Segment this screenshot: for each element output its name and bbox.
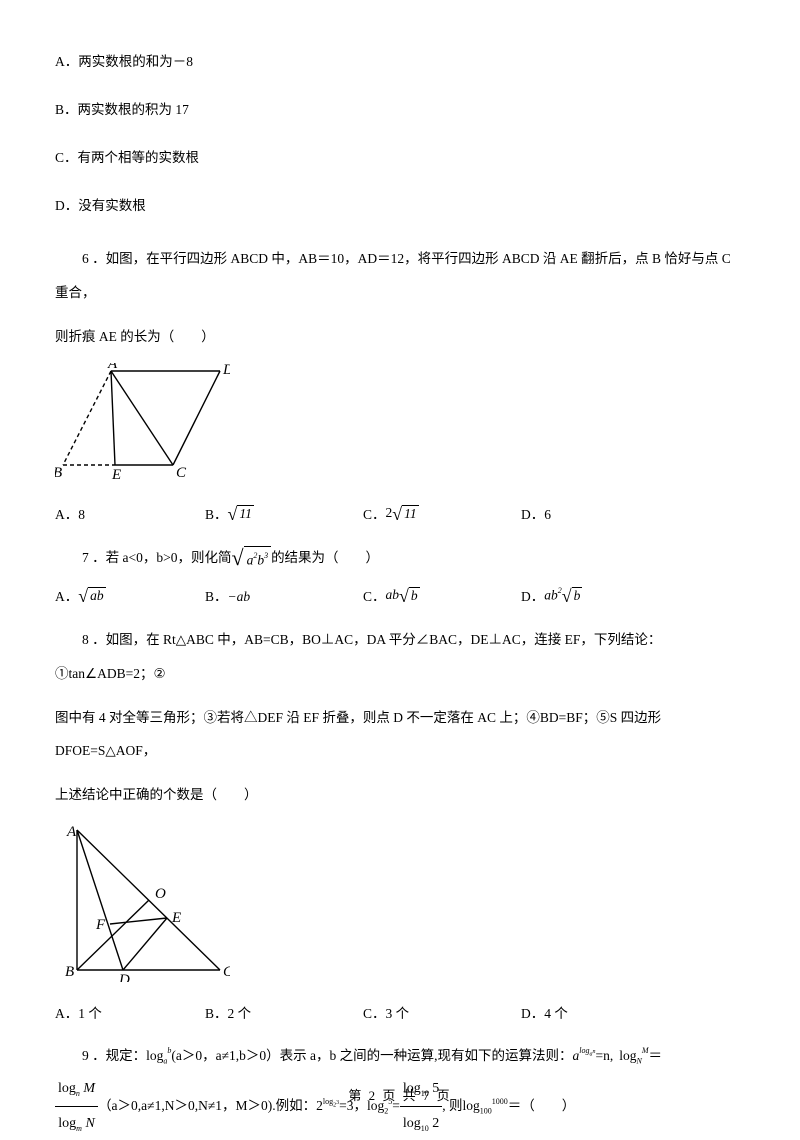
q8-opt-d: D．4 个 (521, 1002, 568, 1022)
svg-text:A: A (107, 363, 118, 372)
q6-opt-d: D．6 (521, 503, 551, 523)
q7-opt-a: A． √ab (55, 585, 205, 605)
q5-opt-c: C．有两个相等的实数根 (55, 146, 745, 166)
q7-opt-c: C． ab √b (363, 585, 521, 605)
q5-opt-b: B．两实数根的积为 17 (55, 98, 745, 118)
log-nm-base: N (637, 1056, 642, 1065)
r1-sup: n (593, 1049, 596, 1055)
q6-optc-coef: 2 (386, 505, 393, 521)
q6-options: A．8 B． √11 C． 2 √11 D．6 (55, 503, 745, 523)
svg-text:E: E (111, 467, 121, 483)
frac-den: logm N (55, 1106, 98, 1140)
svg-text:D: D (118, 972, 130, 982)
q7-opt-d-label: D． (521, 585, 544, 605)
q7-stem-pre: 7 ．若 a<0，b>0，则化简 (82, 541, 231, 575)
svg-text:O: O (155, 886, 166, 902)
q8-options: A．1 个 B．2 个 C．3 个 D．4 个 (55, 1002, 745, 1022)
log-a-b: logab (146, 1040, 171, 1072)
q6-stem: 6 ．如图，在平行四边形 ABCD 中，AB＝10，AD＝12，将平行四边形 A… (55, 242, 745, 310)
q6-stem-2: 则折痕 AE 的长为（ ） (55, 320, 745, 354)
svg-text:D: D (222, 363, 230, 378)
q6-opt-b-label: B． (205, 503, 228, 523)
q7-opt-b-label: B． (205, 585, 228, 605)
sqrt-11: √11 (228, 505, 254, 521)
q9-mid1: (a＞0，a≠1,b＞0）表示 a，b 之间的一种运算,现有如下的运算法则： (171, 1040, 572, 1072)
ex2-base: 2 (384, 1107, 388, 1116)
q9-line1: 9 ．规定： logab (a＞0，a≠1,b＞0）表示 a，b 之间的一种运算… (55, 1040, 745, 1072)
rule1-rhs: =n, (596, 1040, 614, 1072)
q7-optc-sqrt: √b (399, 587, 420, 603)
q7-optd-rad: b (572, 587, 583, 603)
q8-stem: 8 ．如图，在 Rt△ABC 中，AB=CB，BO⊥AC，DA 平分∠BAC，D… (55, 623, 745, 691)
q6-opt-c-label: C． (363, 503, 386, 523)
q8-diagram: A B C D OE F (55, 822, 745, 987)
sqrt-a2b3: √ a2b3 (231, 546, 271, 570)
page-footer: 第 2 页 共 7 页 (55, 1085, 745, 1104)
ex2d-arg: 2 (432, 1116, 439, 1131)
q9-eq1: ＝ (649, 1040, 663, 1072)
q8-opt-a: A．1 个 (55, 1002, 205, 1022)
q8-svg: A B C D OE F (55, 822, 230, 982)
log-ab-sup: b (167, 1046, 171, 1055)
q9-stem-pre: 9 ．规定： (55, 1040, 146, 1072)
q6-diagram: A D B E C (55, 363, 745, 488)
q5-opt-a: A．两实数根的和为－8 (55, 50, 745, 70)
svg-text:C: C (176, 465, 187, 481)
q5-opt-d: D．没有实数根 (55, 194, 745, 214)
q7-stem-post: 的结果为（ ） (271, 541, 379, 575)
q6-stem-text: 6 ．如图，在平行四边形 ABCD 中，AB＝10，AD＝12，将平行四边形 A… (55, 251, 731, 300)
log-nm-sup: M (642, 1046, 649, 1055)
svg-text:B: B (65, 964, 74, 980)
q7-opta-rad: ab (88, 587, 106, 603)
q7-opt-a-label: A． (55, 585, 78, 605)
svg-text:C: C (223, 964, 230, 980)
rule1-lhs: alogan (573, 1040, 596, 1072)
svg-text:F: F (95, 917, 106, 933)
q6-optc-rad: 11 (402, 505, 419, 521)
fd-base: m (76, 1124, 82, 1133)
page-container: A．两实数根的和为－8 B．两实数根的积为 17 C．有两个相等的实数根 D．没… (0, 0, 800, 1132)
q7-options: A． √ab B． −ab C． ab √b D． ab2 √b (55, 585, 745, 605)
q6-opt-c: C． 2 √11 (363, 503, 521, 523)
ex2-den: log10 2 (400, 1106, 442, 1140)
q7-optc-pre: ab (386, 587, 400, 603)
svg-text:B: B (55, 465, 62, 481)
q9-frac: logn M logm N (55, 1072, 98, 1140)
q8-opt-b: B．2 个 (205, 1002, 363, 1022)
q7-opt-d: D． ab2 √b (521, 585, 582, 605)
sqrt-11b: √11 (392, 505, 418, 521)
q6-opt-a: A．8 (55, 503, 205, 523)
q6-optb-rad: 11 (237, 505, 254, 521)
q7-optc-rad: b (409, 587, 420, 603)
log-N-M: logNM (619, 1040, 648, 1072)
q7-optd-pre: ab2 (544, 587, 562, 604)
q8-opt-c: C．3 个 (363, 1002, 521, 1022)
q6-opt-b: B． √11 (205, 503, 363, 523)
q7-opt-b: B． −ab (205, 585, 363, 605)
q8-stem3: 上述结论中正确的个数是（ ） (55, 778, 745, 812)
final-base: 100 (480, 1107, 492, 1116)
q9-line2: logn M logm N （a＞0,a≠1,N＞0,N≠1，M＞0).例如： … (55, 1072, 745, 1140)
ex2d-base: 10 (421, 1124, 429, 1133)
log-ab-base: a (163, 1056, 167, 1065)
svg-text:A: A (66, 824, 77, 840)
q7-optb-val: −ab (228, 589, 251, 605)
q6-svg: A D B E C (55, 363, 230, 483)
q8-stem2: 图中有 4 对全等三角形；③若将△DEF 沿 EF 折叠，则点 D 不一定落在 … (55, 701, 745, 769)
q7-stem: 7 ．若 a<0，b>0，则化简 √ a2b3 的结果为（ ） (55, 541, 745, 575)
q7-opt-c-label: C． (363, 585, 386, 605)
q7-opta-sqrt: √ab (78, 587, 105, 603)
ex2-frac: log10 5 log10 2 (400, 1072, 442, 1140)
fd-arg: N (85, 1116, 94, 1131)
q7-optd-sqrt: √b (562, 587, 583, 603)
svg-text:E: E (171, 910, 181, 926)
